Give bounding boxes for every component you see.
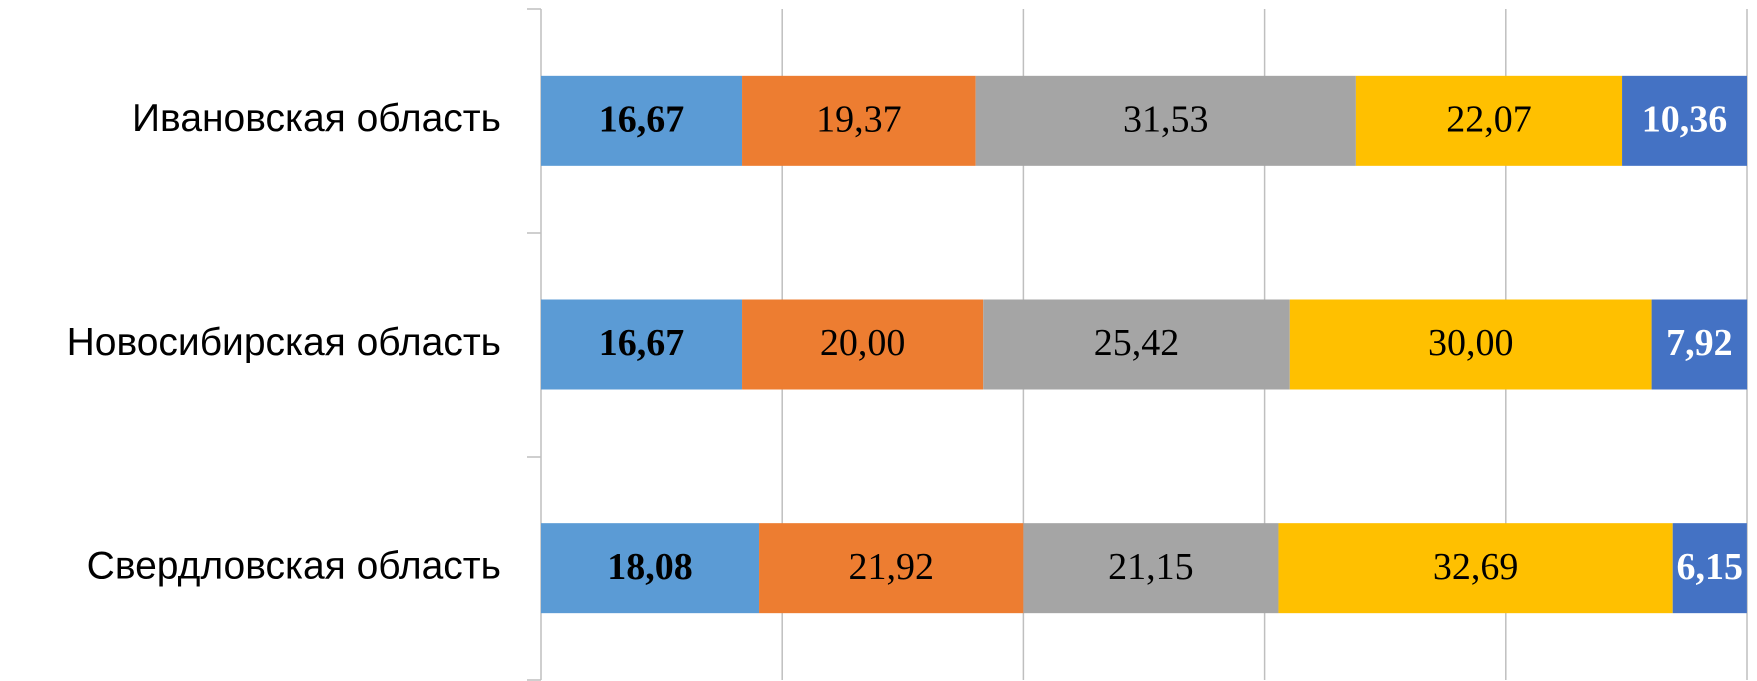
bar-segment — [1622, 75, 1747, 166]
bar-segment — [1278, 523, 1673, 614]
value-label: 25,42 — [1094, 322, 1180, 364]
value-label: 20,00 — [820, 322, 906, 364]
bar-segment — [1355, 75, 1623, 166]
value-label: 10,36 — [1642, 99, 1728, 141]
category-label: Свердловская область — [87, 544, 501, 587]
bar-segment — [975, 75, 1356, 166]
value-label: 18,08 — [607, 546, 693, 588]
bar-segment — [541, 299, 743, 390]
value-label: 19,37 — [816, 99, 902, 141]
value-label: 31,53 — [1123, 99, 1209, 141]
bar-segment — [983, 299, 1290, 390]
value-label: 30,00 — [1428, 322, 1514, 364]
value-label: 21,15 — [1108, 546, 1194, 588]
bar-segment — [742, 75, 976, 166]
bar-segment — [541, 75, 743, 166]
value-label: 32,69 — [1433, 546, 1519, 588]
value-label: 7,92 — [1666, 322, 1733, 364]
category-label: Ивановская область — [132, 97, 501, 140]
bar-segment — [759, 523, 1024, 614]
value-label: 6,15 — [1677, 546, 1744, 588]
bar-segment — [1023, 523, 1279, 614]
bar-segment — [1289, 299, 1652, 390]
value-label: 22,07 — [1446, 99, 1532, 141]
value-label: 16,67 — [599, 99, 685, 141]
bar-segment — [1672, 523, 1747, 614]
value-label: 16,67 — [599, 322, 685, 364]
category-label: Новосибирская область — [67, 321, 501, 364]
bar-segment — [742, 299, 984, 390]
bar-segment — [1651, 299, 1748, 390]
bar-segment — [541, 523, 760, 614]
value-label: 21,92 — [848, 546, 934, 588]
